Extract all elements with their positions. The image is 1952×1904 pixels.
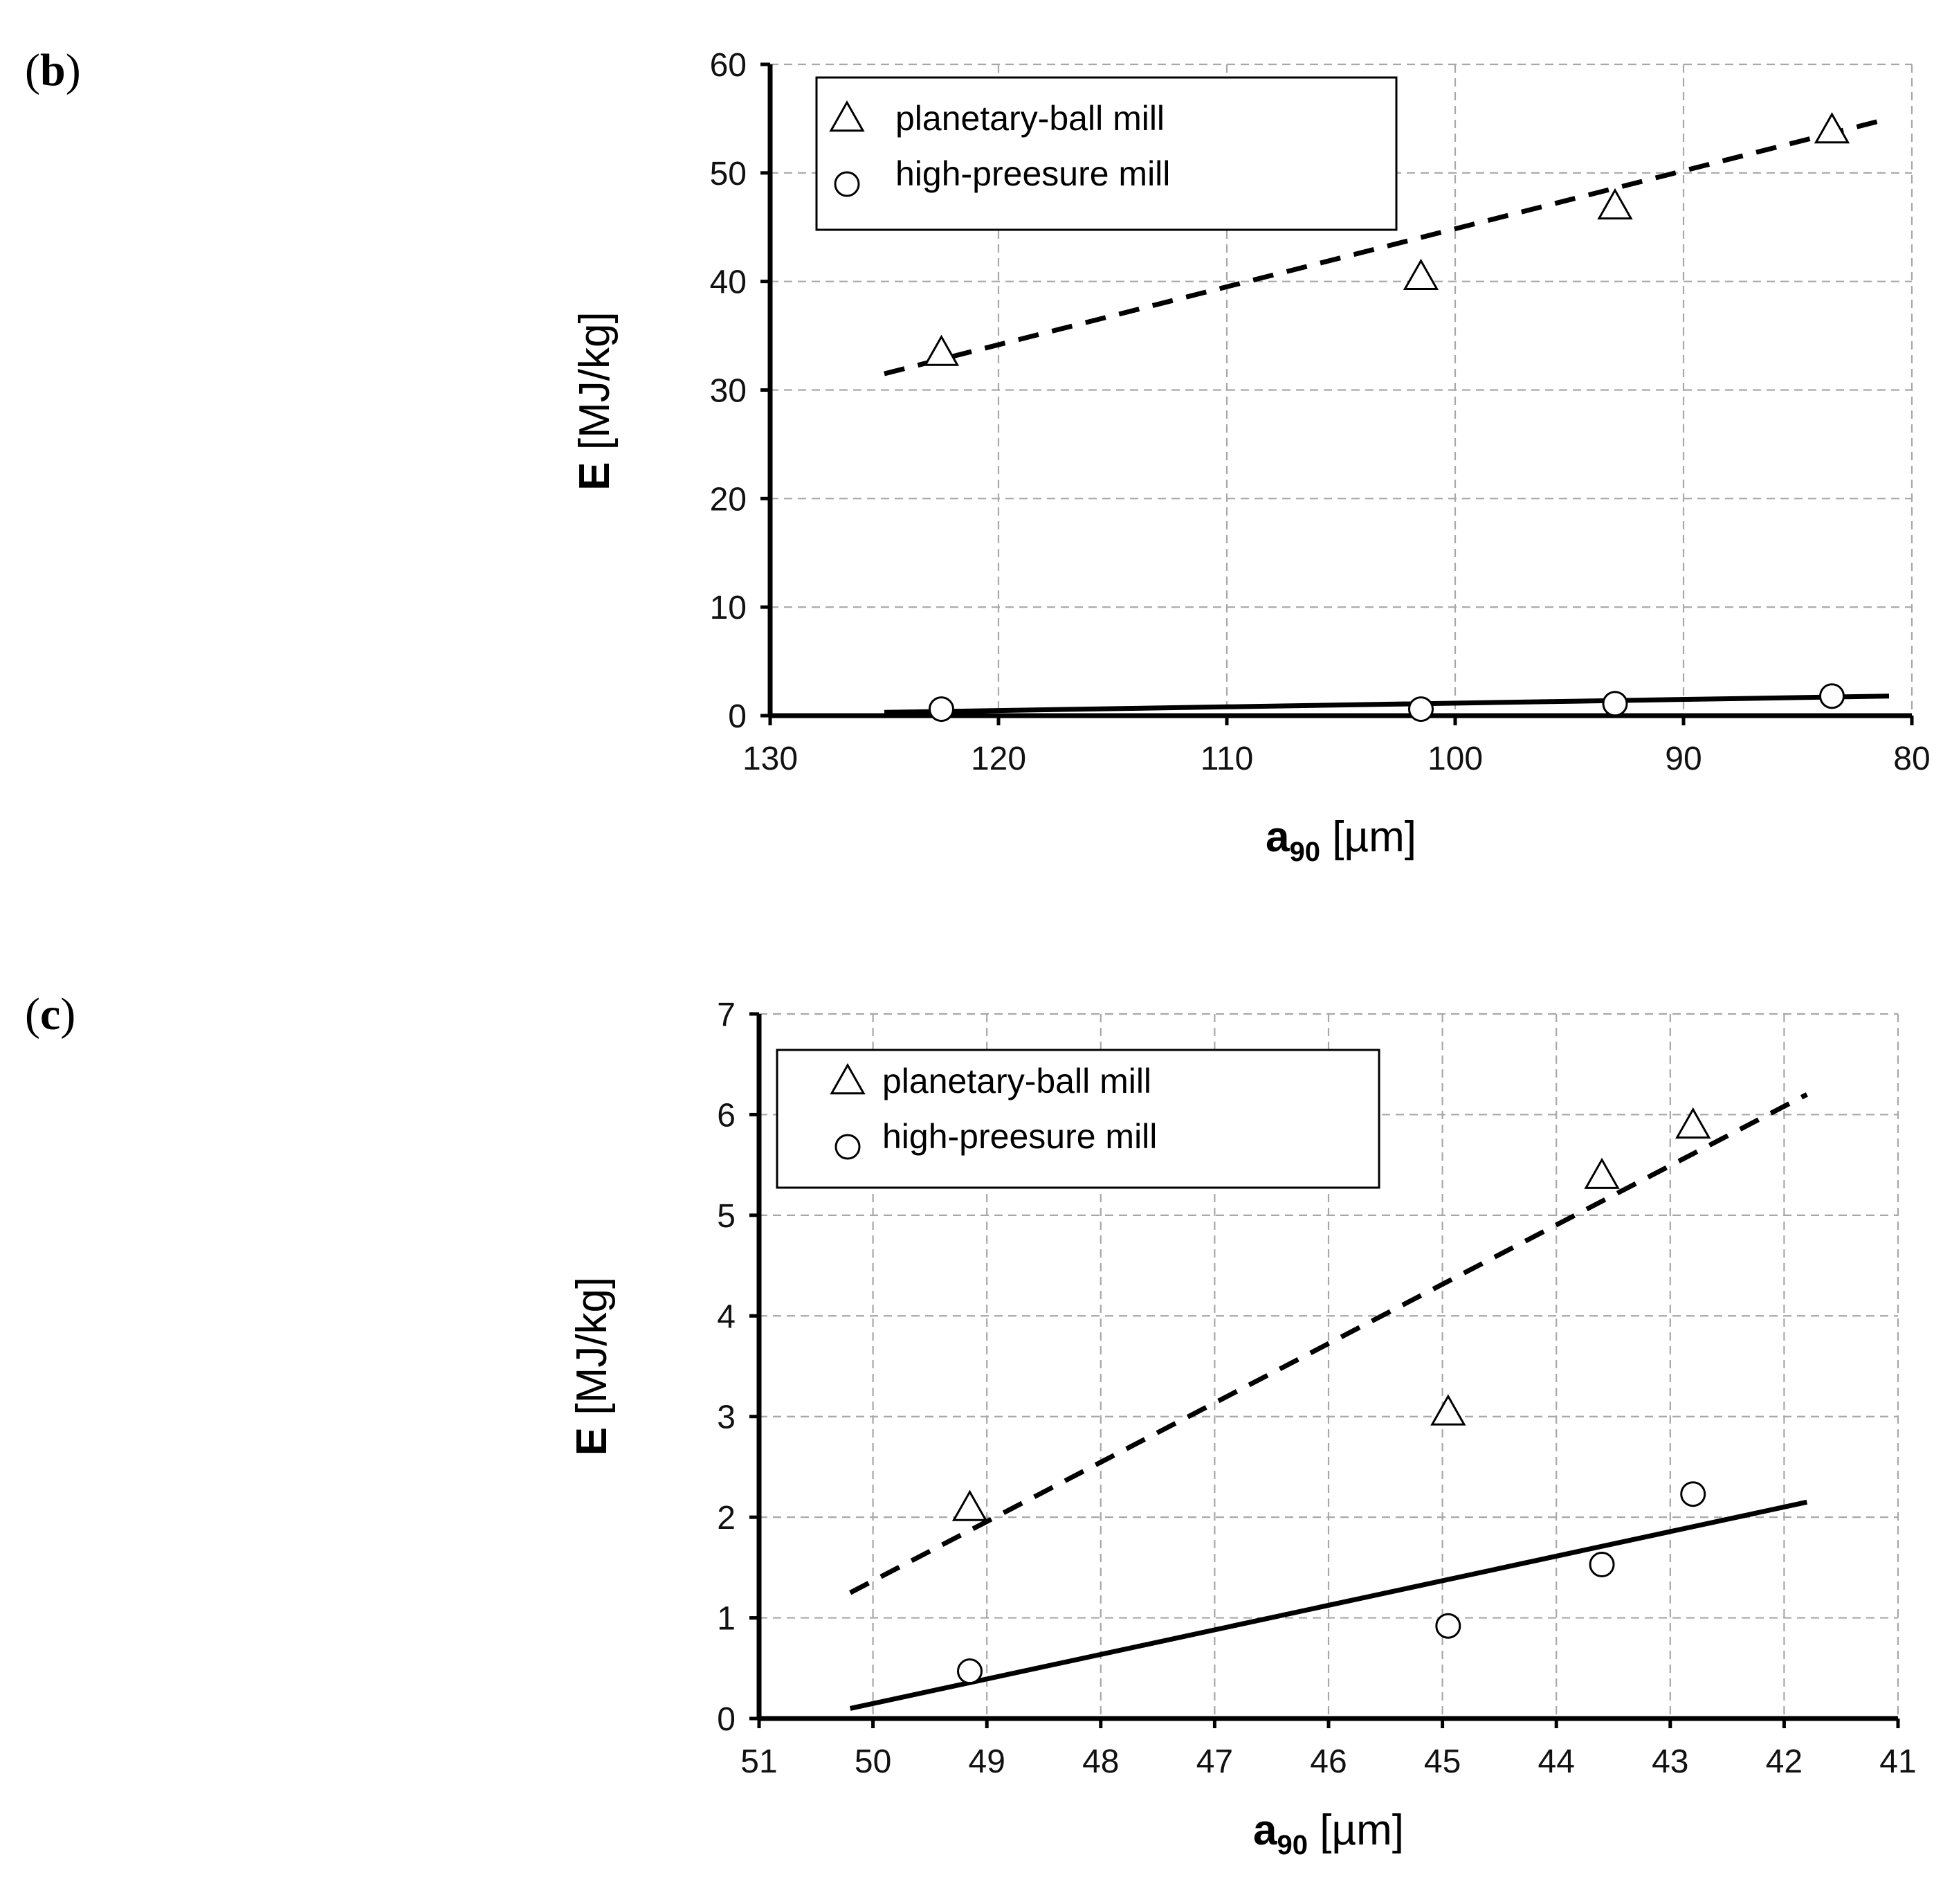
high-pressure-data-point	[1819, 683, 1845, 709]
legend-circle-icon	[834, 1134, 861, 1160]
x-tick-label: 90	[1665, 741, 1702, 777]
y-tick-label: 0	[717, 1701, 736, 1738]
x-tick-label: 48	[1082, 1743, 1119, 1780]
planetary-data-point	[1403, 258, 1439, 291]
x-axis-title-unit: [µm]	[1320, 813, 1416, 861]
x-tick-label: 42	[1766, 1743, 1803, 1780]
x-tick-label: 46	[1310, 1743, 1347, 1780]
x-tick-label: 45	[1424, 1743, 1461, 1780]
x-axis-title: a90 [µm]	[1253, 1806, 1404, 1860]
x-tick-label: 51	[740, 1743, 777, 1780]
legend: planetary-ball mill high-preesure mill	[815, 76, 1398, 231]
y-axis-title: E [MJ/kg]	[568, 1277, 616, 1456]
y-tick-label: 60	[710, 47, 747, 84]
y-tick-label: 2	[717, 1500, 736, 1536]
y-axis-title-unit: [MJ/kg]	[571, 311, 619, 462]
chart-c: 51 50 49 48 47 46 45 44 43 42 4101234567planetary-…	[568, 997, 1917, 1860]
planetary-data-point	[1675, 1107, 1711, 1139]
y-tick-label: 5	[717, 1198, 736, 1235]
x-tick-label: 43	[1652, 1743, 1688, 1780]
y-tick-label: 3	[717, 1399, 736, 1436]
planetary-data-point	[1430, 1394, 1466, 1426]
planetary-data-point	[1584, 1157, 1620, 1189]
high-pressure-data-point	[1435, 1613, 1461, 1639]
x-axis-title-unit: [µm]	[1308, 1806, 1404, 1854]
legend-label: high-preesure mill	[882, 1117, 1157, 1156]
y-tick-label: 20	[710, 481, 747, 518]
y-axis-title-symbol: E	[571, 462, 619, 490]
planetary-data-point	[1814, 112, 1850, 144]
high-pressure-fit-line	[849, 1499, 1808, 1711]
high-pressure-data-point	[1589, 1551, 1615, 1577]
y-axis-title-symbol: E	[568, 1427, 616, 1456]
high-pressure-data-point	[957, 1658, 983, 1685]
high-pressure-data-point	[929, 696, 954, 723]
x-tick-label: 120	[971, 741, 1026, 777]
x-tick-label: 100	[1427, 741, 1483, 777]
legend-box	[815, 76, 1398, 231]
x-axis-title-symbol: a	[1266, 813, 1290, 861]
y-tick-label: 40	[710, 264, 747, 301]
legend-label: planetary-ball mill	[882, 1062, 1151, 1100]
high-pressure-data-point	[1680, 1481, 1706, 1507]
y-tick-label: 6	[717, 1097, 736, 1134]
y-tick-label: 10	[710, 590, 747, 626]
y-tick-label: 4	[717, 1298, 736, 1335]
y-axis-title-unit: [MJ/kg]	[568, 1277, 616, 1427]
x-tick-label: 110	[1201, 741, 1254, 777]
x-tick-label: 49	[969, 1743, 1005, 1780]
legend-label: planetary-ball mill	[895, 99, 1165, 138]
planetary-data-point	[1597, 188, 1633, 220]
x-tick-label: 47	[1196, 1743, 1233, 1780]
x-tick-label: 130	[742, 741, 798, 777]
high-pressure-fit-line	[884, 693, 1890, 715]
chart-b: 130 120 110 100 90 80 0 10 20 30 40 50 60 planetary-b…	[571, 47, 1931, 867]
y-tick-label: 0	[728, 698, 747, 735]
planetary-data-point	[951, 1489, 988, 1521]
x-tick-label: 80	[1893, 741, 1930, 777]
x-tick-label: 50	[855, 1743, 891, 1780]
planetary-data-point	[923, 334, 960, 366]
y-axis-title: E [MJ/kg]	[571, 311, 619, 490]
y-tick-label: 50	[710, 156, 747, 192]
legend-box	[776, 1049, 1380, 1189]
x-axis-title-subscript: 90	[1289, 837, 1320, 867]
legend-triangle-icon	[830, 1062, 866, 1095]
high-pressure-data-point	[1602, 691, 1628, 717]
x-tick-label: 41	[1879, 1743, 1916, 1780]
panel-label-b: (b)	[25, 45, 81, 96]
y-tick-label: 1	[717, 1601, 736, 1638]
planetary-fit-line	[849, 1092, 1808, 1595]
panel-label-c: (c)	[25, 989, 76, 1040]
y-tick-label: 30	[710, 373, 747, 410]
x-axis-title: a90 [µm]	[1266, 813, 1416, 867]
legend-triangle-icon	[829, 100, 865, 132]
x-tick-label: 44	[1538, 1743, 1575, 1780]
y-tick-label: 7	[717, 997, 736, 1033]
x-axis-title-subscript: 90	[1277, 1830, 1308, 1860]
legend-circle-icon	[834, 171, 860, 197]
x-axis-title-symbol: a	[1253, 1806, 1277, 1854]
legend-label: high-preesure mill	[895, 154, 1170, 193]
legend: planetary-ball mill high-preesure mill	[776, 1049, 1380, 1189]
high-pressure-data-point	[1408, 696, 1434, 723]
